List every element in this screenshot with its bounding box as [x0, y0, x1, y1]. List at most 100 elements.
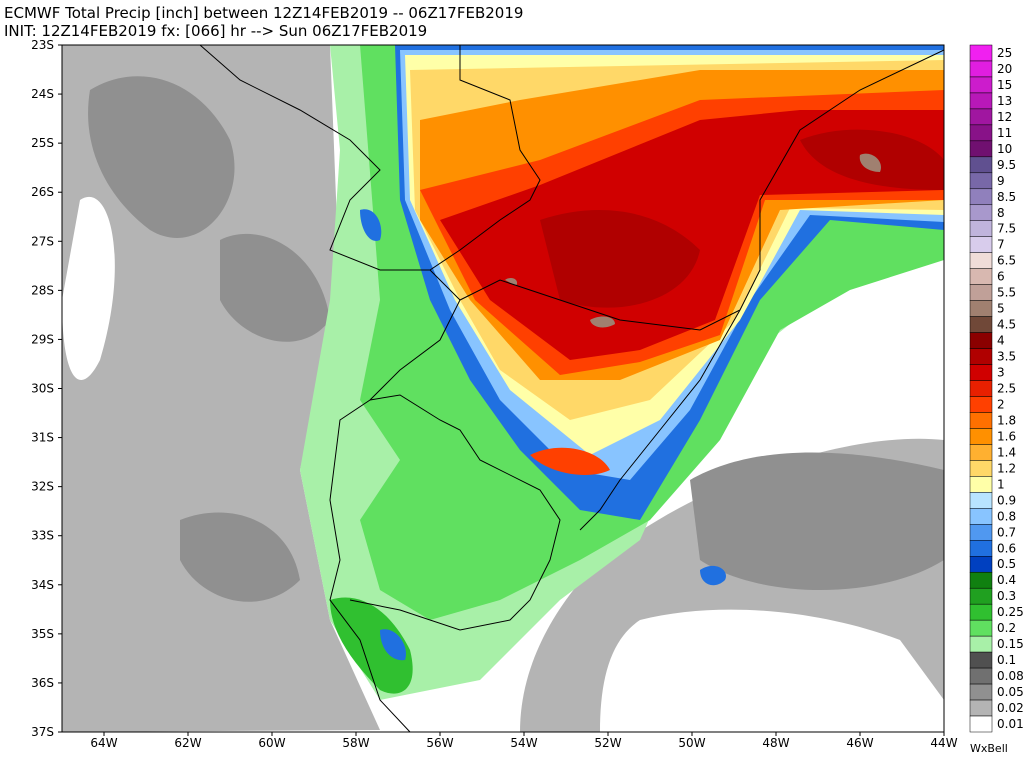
logo: WxBell — [970, 742, 1008, 755]
legend-swatch — [969, 412, 993, 429]
legend-swatch — [969, 220, 993, 237]
lon-label: 46W — [846, 736, 873, 750]
borders — [199, 44, 945, 733]
legend-swatch — [969, 540, 993, 557]
legend-swatch — [969, 556, 993, 573]
legend-label: 9.5 — [997, 158, 1016, 172]
legend-label: 8.5 — [997, 190, 1016, 204]
lat-label: 33S — [31, 529, 54, 543]
lat-label: 32S — [31, 480, 54, 494]
lon-label: 48W — [762, 736, 789, 750]
lon-label: 50W — [678, 736, 705, 750]
legend-label: 0.9 — [997, 493, 1016, 507]
legend-label: 3.5 — [997, 350, 1016, 364]
legend-swatch — [969, 348, 993, 365]
legend-swatch — [969, 156, 993, 174]
legend-label: 1 — [997, 477, 1005, 491]
legend-swatch — [969, 316, 993, 333]
legend-label: 20 — [997, 62, 1012, 76]
lat-label: 35S — [31, 627, 54, 641]
legend-label: 6.5 — [997, 254, 1016, 268]
lon-label: 52W — [594, 736, 621, 750]
lat-label: 26S — [31, 185, 54, 199]
legend-label: 11 — [997, 126, 1012, 140]
lon-label: 62W — [174, 736, 201, 750]
legend-label: 12 — [997, 110, 1012, 124]
legend-label: 6 — [997, 270, 1005, 284]
title-line: ECMWF Total Precip [inch] between 12Z14F… — [4, 4, 523, 22]
lat-label: 25S — [31, 136, 54, 150]
legend-swatch — [969, 188, 993, 206]
lat-label: 28S — [31, 283, 54, 297]
lon-label: 56W — [426, 736, 453, 750]
legend-label: 10 — [997, 142, 1012, 156]
legend-label: 7 — [997, 238, 1005, 252]
legend-swatch — [969, 667, 993, 685]
legend-swatch — [969, 396, 993, 413]
legend-label: 4.5 — [997, 318, 1016, 332]
lon-label: 54W — [510, 736, 537, 750]
lat-label: 29S — [31, 332, 54, 346]
legend-swatch — [969, 715, 993, 733]
legend-label: 3 — [997, 366, 1005, 380]
legend-swatch — [969, 476, 993, 493]
legend-swatch — [969, 651, 993, 669]
legend-label: 0.8 — [997, 509, 1016, 523]
legend-label: 5.5 — [997, 286, 1016, 300]
legend-label: 1.6 — [997, 429, 1016, 443]
legend-swatch — [969, 683, 993, 701]
legend-swatch — [969, 108, 993, 126]
legend-swatch — [969, 284, 993, 301]
legend-label: 2 — [997, 397, 1005, 411]
lat-label: 34S — [31, 578, 54, 592]
legend-label: 8 — [997, 206, 1005, 220]
legend-swatch — [969, 699, 993, 717]
lon-label: 58W — [342, 736, 369, 750]
legend-label: 0.08 — [997, 669, 1024, 683]
legend-label: 13 — [997, 94, 1012, 108]
legend-swatch — [969, 635, 993, 653]
legend-label: 7.5 — [997, 222, 1016, 236]
precip-field — [62, 45, 944, 732]
legend-swatch — [969, 444, 993, 461]
lat-label: 27S — [31, 234, 54, 248]
legend-swatch — [969, 364, 993, 381]
legend-swatch — [969, 76, 993, 94]
legend-label: 1.8 — [997, 413, 1016, 427]
lat-label: 30S — [31, 382, 54, 396]
legend-swatch — [969, 332, 993, 349]
legend-swatch — [969, 460, 993, 477]
legend-label: 0.5 — [997, 557, 1016, 571]
lat-label: 31S — [31, 431, 54, 445]
legend-label: 0.01 — [997, 717, 1024, 731]
legend-swatch — [969, 60, 993, 78]
legend-swatch — [969, 124, 993, 142]
legend-swatch — [969, 587, 993, 605]
legend-swatch — [969, 92, 993, 110]
legend-label: 1.4 — [997, 445, 1016, 459]
lat-label: 36S — [31, 676, 54, 690]
legend-label: 1.2 — [997, 461, 1016, 475]
legend-swatch — [969, 603, 993, 621]
legend-swatch — [969, 428, 993, 445]
legend-label: 2.5 — [997, 382, 1016, 396]
legend-swatch — [969, 236, 993, 253]
legend-swatch — [969, 44, 993, 62]
legend-swatch — [969, 524, 993, 541]
legend-label: 0.2 — [997, 621, 1016, 635]
legend-label: 0.15 — [997, 637, 1024, 651]
legend-swatch — [969, 252, 993, 269]
legend-swatch — [969, 508, 993, 525]
legend-label: 0.3 — [997, 589, 1016, 603]
lon-label: 64W — [90, 736, 117, 750]
lon-label: 44W — [930, 736, 957, 750]
legend-label: 4 — [997, 334, 1005, 348]
title-line: INIT: 12Z14FEB2019 fx: [066] hr --> Sun … — [4, 22, 427, 40]
legend-swatch — [969, 172, 993, 190]
lat-label: 24S — [31, 87, 54, 101]
legend-label: 15 — [997, 78, 1012, 92]
legend-swatch — [969, 380, 993, 397]
legend-label: 9 — [997, 174, 1005, 188]
legend-swatch — [969, 300, 993, 317]
